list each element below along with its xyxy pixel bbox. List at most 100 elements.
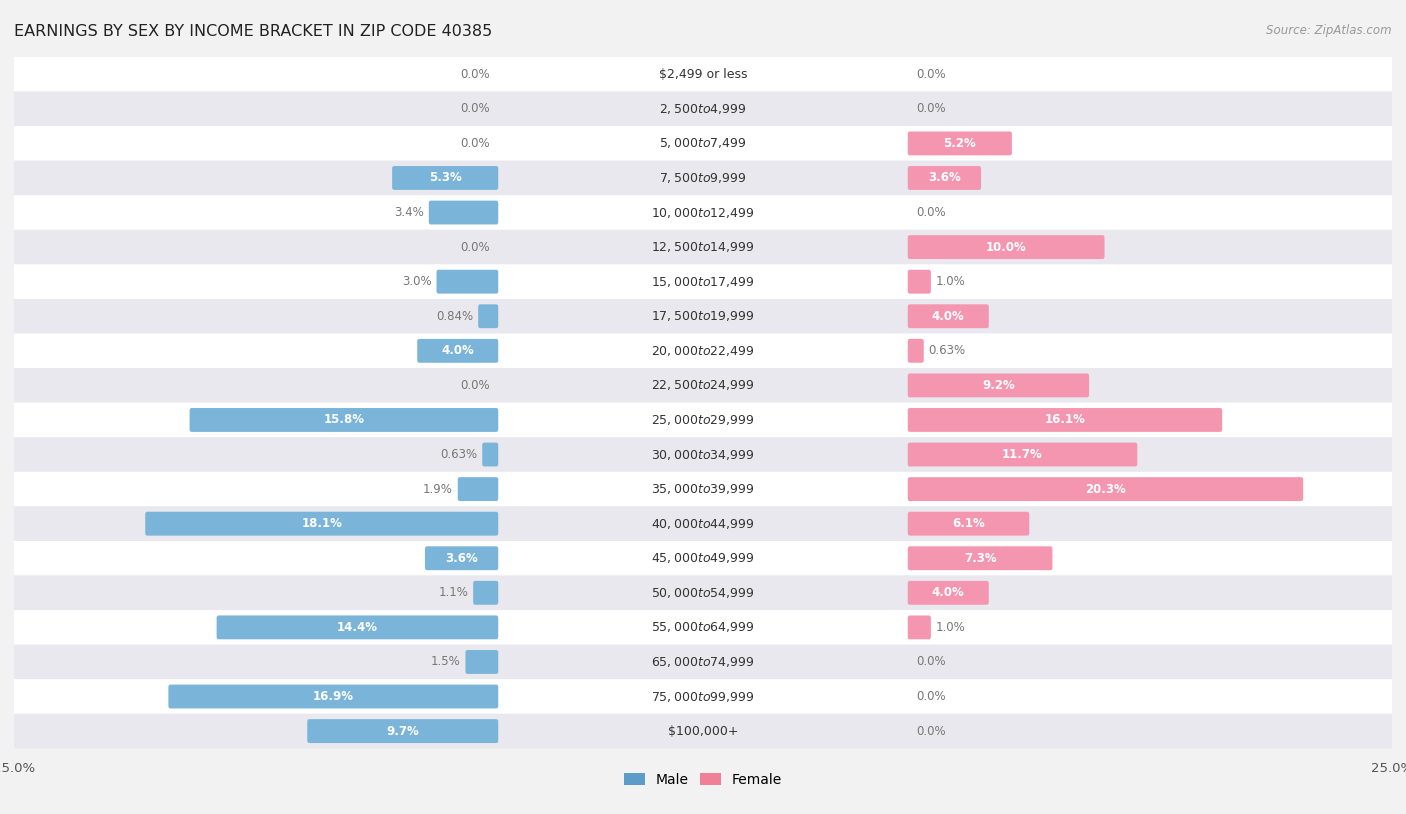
FancyBboxPatch shape [169, 685, 498, 708]
FancyBboxPatch shape [908, 615, 931, 639]
FancyBboxPatch shape [429, 200, 498, 225]
FancyBboxPatch shape [908, 304, 988, 328]
Text: 1.1%: 1.1% [439, 586, 468, 599]
FancyBboxPatch shape [0, 299, 1406, 334]
FancyBboxPatch shape [908, 235, 1105, 259]
Text: $20,000 to $22,499: $20,000 to $22,499 [651, 344, 755, 358]
Text: 18.1%: 18.1% [301, 517, 342, 530]
Text: 0.0%: 0.0% [917, 206, 946, 219]
Text: 3.6%: 3.6% [928, 172, 960, 185]
FancyBboxPatch shape [145, 512, 498, 536]
FancyBboxPatch shape [0, 610, 1406, 645]
Text: 9.2%: 9.2% [981, 379, 1015, 392]
Text: $75,000 to $99,999: $75,000 to $99,999 [651, 689, 755, 703]
Text: 0.0%: 0.0% [917, 655, 946, 668]
FancyBboxPatch shape [458, 477, 498, 501]
Legend: Male, Female: Male, Female [619, 767, 787, 792]
Text: 0.63%: 0.63% [440, 448, 477, 461]
Text: $30,000 to $34,999: $30,000 to $34,999 [651, 448, 755, 462]
FancyBboxPatch shape [0, 541, 1406, 575]
Text: $7,500 to $9,999: $7,500 to $9,999 [659, 171, 747, 185]
Text: $25,000 to $29,999: $25,000 to $29,999 [651, 413, 755, 427]
FancyBboxPatch shape [465, 650, 498, 674]
Text: 6.1%: 6.1% [952, 517, 984, 530]
Text: 5.3%: 5.3% [429, 172, 461, 185]
Text: 7.3%: 7.3% [963, 552, 997, 565]
Text: 3.4%: 3.4% [394, 206, 423, 219]
Text: $22,500 to $24,999: $22,500 to $24,999 [651, 379, 755, 392]
Text: 0.0%: 0.0% [460, 379, 489, 392]
FancyBboxPatch shape [0, 126, 1406, 160]
Text: $100,000+: $100,000+ [668, 724, 738, 737]
FancyBboxPatch shape [0, 57, 1406, 91]
Text: 10.0%: 10.0% [986, 241, 1026, 254]
Text: 16.9%: 16.9% [312, 690, 354, 703]
FancyBboxPatch shape [908, 546, 1053, 570]
FancyBboxPatch shape [0, 403, 1406, 437]
Text: $50,000 to $54,999: $50,000 to $54,999 [651, 586, 755, 600]
Text: 0.0%: 0.0% [460, 103, 489, 116]
Text: 0.0%: 0.0% [917, 690, 946, 703]
FancyBboxPatch shape [0, 368, 1406, 403]
FancyBboxPatch shape [0, 472, 1406, 506]
FancyBboxPatch shape [0, 679, 1406, 714]
FancyBboxPatch shape [482, 443, 498, 466]
Text: 4.0%: 4.0% [932, 586, 965, 599]
FancyBboxPatch shape [0, 230, 1406, 265]
FancyBboxPatch shape [190, 408, 498, 432]
Text: 14.4%: 14.4% [337, 621, 378, 634]
Text: $35,000 to $39,999: $35,000 to $39,999 [651, 482, 755, 496]
FancyBboxPatch shape [478, 304, 498, 328]
Text: $17,500 to $19,999: $17,500 to $19,999 [651, 309, 755, 323]
FancyBboxPatch shape [908, 443, 1137, 466]
Text: 1.9%: 1.9% [423, 483, 453, 496]
Text: 3.0%: 3.0% [402, 275, 432, 288]
Text: 3.6%: 3.6% [446, 552, 478, 565]
FancyBboxPatch shape [392, 166, 498, 190]
Text: 5.2%: 5.2% [943, 137, 976, 150]
Text: $15,000 to $17,499: $15,000 to $17,499 [651, 274, 755, 289]
Text: $40,000 to $44,999: $40,000 to $44,999 [651, 517, 755, 531]
Text: $65,000 to $74,999: $65,000 to $74,999 [651, 655, 755, 669]
Text: 0.0%: 0.0% [460, 137, 489, 150]
FancyBboxPatch shape [0, 437, 1406, 472]
Text: 0.0%: 0.0% [917, 68, 946, 81]
FancyBboxPatch shape [0, 645, 1406, 679]
Text: $45,000 to $49,999: $45,000 to $49,999 [651, 551, 755, 565]
Text: 1.0%: 1.0% [936, 275, 966, 288]
FancyBboxPatch shape [436, 269, 498, 294]
FancyBboxPatch shape [217, 615, 498, 639]
FancyBboxPatch shape [308, 719, 498, 743]
FancyBboxPatch shape [0, 334, 1406, 368]
FancyBboxPatch shape [908, 477, 1303, 501]
FancyBboxPatch shape [0, 91, 1406, 126]
FancyBboxPatch shape [908, 132, 1012, 155]
Text: $5,000 to $7,499: $5,000 to $7,499 [659, 137, 747, 151]
Text: 1.0%: 1.0% [936, 621, 966, 634]
Text: Source: ZipAtlas.com: Source: ZipAtlas.com [1267, 24, 1392, 37]
Text: 16.1%: 16.1% [1045, 414, 1085, 427]
Text: 11.7%: 11.7% [1002, 448, 1043, 461]
Text: 0.63%: 0.63% [929, 344, 966, 357]
FancyBboxPatch shape [0, 575, 1406, 610]
Text: 4.0%: 4.0% [932, 310, 965, 323]
FancyBboxPatch shape [908, 581, 988, 605]
Text: 20.3%: 20.3% [1085, 483, 1126, 496]
Text: $2,499 or less: $2,499 or less [659, 68, 747, 81]
FancyBboxPatch shape [908, 408, 1222, 432]
FancyBboxPatch shape [0, 714, 1406, 748]
FancyBboxPatch shape [908, 374, 1090, 397]
FancyBboxPatch shape [0, 265, 1406, 299]
Text: 4.0%: 4.0% [441, 344, 474, 357]
Text: 0.0%: 0.0% [460, 68, 489, 81]
Text: $10,000 to $12,499: $10,000 to $12,499 [651, 206, 755, 220]
FancyBboxPatch shape [908, 339, 924, 363]
Text: 1.5%: 1.5% [430, 655, 461, 668]
Text: 0.0%: 0.0% [917, 724, 946, 737]
Text: $12,500 to $14,999: $12,500 to $14,999 [651, 240, 755, 254]
FancyBboxPatch shape [474, 581, 498, 605]
FancyBboxPatch shape [418, 339, 498, 363]
FancyBboxPatch shape [0, 506, 1406, 541]
FancyBboxPatch shape [908, 269, 931, 294]
FancyBboxPatch shape [908, 512, 1029, 536]
